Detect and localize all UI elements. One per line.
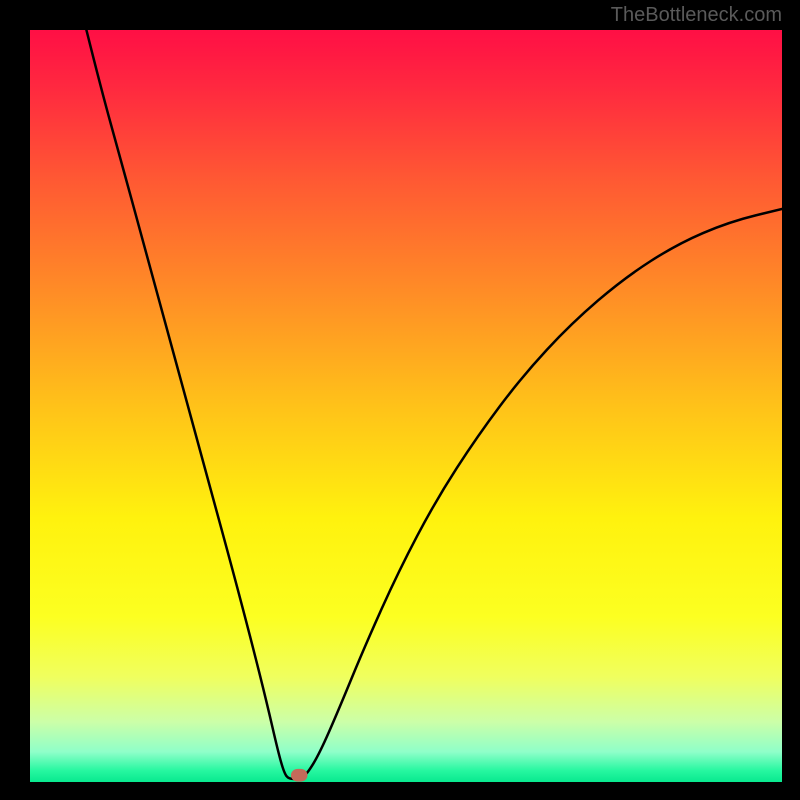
optimal-point-marker — [291, 769, 308, 782]
bottleneck-chart — [0, 0, 800, 800]
chart-gradient-background — [30, 30, 782, 782]
chart-container: TheBottleneck.com — [0, 0, 800, 800]
watermark-text: TheBottleneck.com — [611, 4, 782, 27]
